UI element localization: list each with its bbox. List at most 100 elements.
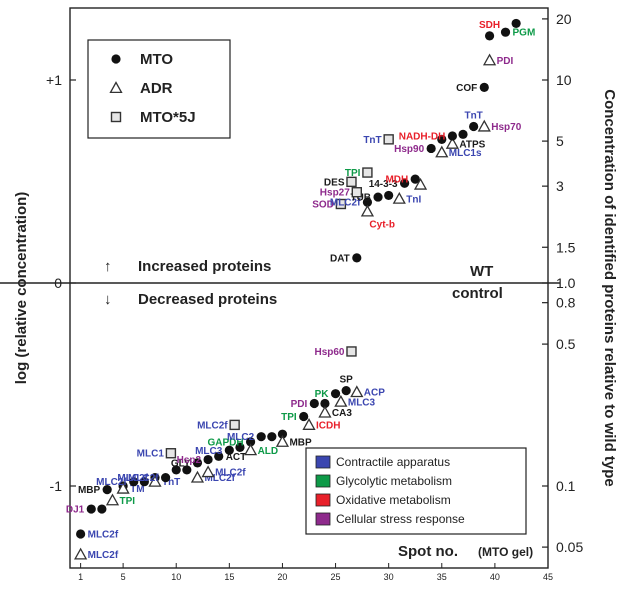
x-tick-label: 5: [121, 572, 126, 582]
data-label: PDI: [497, 56, 514, 67]
y-right-tick-label: 1.5: [556, 239, 576, 255]
point-circle: [484, 31, 495, 41]
point-circle: [352, 253, 362, 263]
point-triangle: [435, 145, 449, 158]
data-label: MLC3: [195, 446, 223, 457]
data-label: MLC2f: [88, 530, 119, 541]
y-left-tick-label: -1: [50, 478, 63, 494]
data-label: NADH-DH: [399, 131, 446, 142]
point-circle: [373, 192, 383, 202]
data-label: MLC2: [227, 432, 255, 443]
category-label: Glycolytic metabolism: [336, 474, 452, 488]
point-square: [351, 187, 362, 198]
control-label: control: [452, 285, 503, 302]
category-label: Cellular stress response: [336, 512, 465, 526]
x-tick-label: 40: [490, 572, 500, 582]
point-square: [165, 448, 177, 459]
point-triangle: [302, 418, 316, 430]
point-triangle: [74, 547, 88, 560]
x-axis-title: Spot no.: [398, 543, 458, 560]
point-triangle: [190, 470, 205, 483]
point-circle: [267, 432, 277, 442]
y-right-tick-label: 0.05: [556, 539, 583, 555]
data-label: TnT: [162, 477, 180, 488]
y-right-tick-label: 5: [556, 133, 564, 149]
y-right-tick-label: 3: [556, 178, 564, 194]
point-triangle: [477, 119, 491, 132]
data-label: MLC2f: [197, 420, 228, 431]
point-circle: [203, 454, 213, 465]
data-label: Hsp90: [394, 144, 424, 155]
legend-marker-triangle: [109, 81, 123, 94]
point-square: [229, 419, 240, 431]
point-triangle: [360, 204, 375, 217]
grid-layer: 1 5 10 15 20 25 30 35 40 45+10-12010531.51.00.80.…: [46, 11, 583, 582]
data-label: SDH: [479, 20, 500, 31]
data-label: DAT: [330, 253, 350, 264]
point-circle: [362, 197, 373, 207]
point-triangle: [350, 385, 364, 398]
point-square: [335, 198, 347, 210]
category-label: Oxidative metabolism: [336, 493, 451, 507]
x-tick-label: 15: [224, 572, 234, 582]
x-axis-subtitle: (MTO gel): [478, 545, 533, 559]
point-circle: [400, 178, 410, 188]
increased-arrow-icon: ↑: [104, 258, 112, 275]
point-triangle: [334, 394, 348, 407]
data-label: PGM: [513, 28, 536, 39]
category-label: Contractile apparatus: [336, 455, 450, 469]
data-label: MDH: [385, 175, 408, 186]
point-circle: [102, 484, 112, 495]
category-swatch: [315, 474, 331, 488]
point-circle: [410, 174, 420, 184]
data-label: ALD: [258, 446, 279, 457]
point-triangle: [318, 405, 332, 418]
point-square: [346, 346, 357, 357]
y-right-tick-label: 0.5: [556, 336, 576, 352]
y-left-tick-label: +1: [46, 72, 62, 88]
data-label: ACT: [226, 452, 247, 463]
y-left-tick-label: 0: [54, 275, 62, 291]
point-circle: [458, 129, 468, 139]
data-label: MLC2f: [96, 477, 127, 488]
data-label: GAPDH: [207, 437, 243, 448]
point-triangle: [105, 493, 120, 506]
x-tick-label: 45: [543, 572, 553, 582]
point-circle: [426, 143, 436, 154]
point-circle: [224, 445, 234, 455]
data-label: DJ1: [66, 505, 85, 516]
point-square: [383, 134, 394, 145]
point-square: [362, 167, 373, 178]
data-label: MLC1: [137, 449, 165, 460]
category-swatch: [315, 512, 331, 526]
data-label: TPI: [119, 496, 135, 507]
point-circle: [299, 411, 309, 422]
x-tick-label: 10: [171, 572, 181, 582]
data-label: Hsp70: [491, 122, 521, 133]
data-label: GLY: [171, 458, 191, 469]
series-legend: MTO ADR MTO*5J: [87, 39, 231, 139]
decreased-arrow-icon: ↓: [104, 291, 112, 308]
point-triangle: [275, 435, 290, 447]
point-circle: [330, 389, 341, 399]
y-right-tick-label: 0.1: [556, 478, 576, 494]
data-label: MLC2f: [88, 550, 119, 561]
data-label: TnT: [363, 135, 381, 146]
increased-proteins-label: Increased proteins: [138, 258, 271, 275]
category-legend-box: [305, 447, 527, 535]
point-circle: [341, 386, 351, 396]
point-circle: [129, 477, 139, 487]
y-right-tick-label: 1.0: [556, 275, 576, 291]
data-label: MLC3: [348, 397, 376, 408]
point-triangle: [148, 474, 162, 487]
point-circle: [76, 529, 86, 539]
point-circle: [469, 121, 479, 132]
point-circle: [384, 190, 394, 201]
data-label: ACP: [364, 388, 385, 399]
point-circle: [479, 82, 489, 92]
data-label: DES: [324, 177, 345, 188]
data-label: ICDH: [316, 420, 340, 431]
data-label: 14-3-3: [369, 179, 398, 190]
